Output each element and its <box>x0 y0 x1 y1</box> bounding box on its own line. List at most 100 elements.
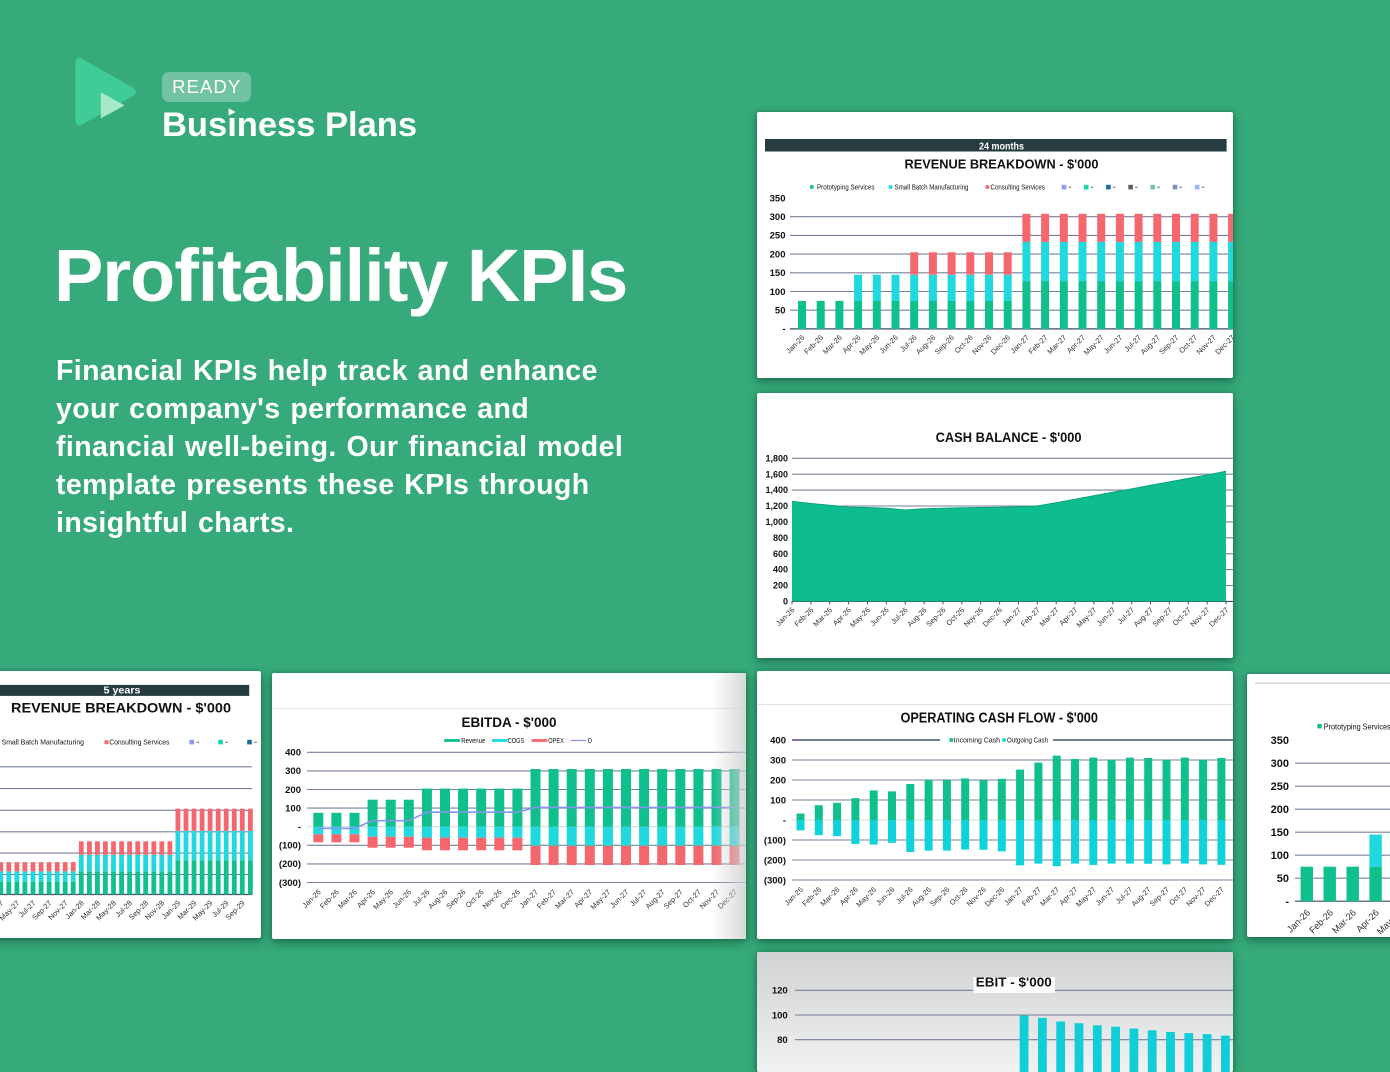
svg-text:Incoming Cash: Incoming Cash <box>954 738 1000 745</box>
svg-text:OPEX: OPEX <box>548 736 564 745</box>
svg-text:Sep-26: Sep-26 <box>924 605 947 628</box>
svg-text:250: 250 <box>770 231 786 242</box>
svg-text:Feb-26: Feb-26 <box>1307 907 1335 935</box>
svg-text:Aug-26: Aug-26 <box>910 885 933 908</box>
svg-text:May-27: May-27 <box>1082 333 1106 357</box>
svg-text:200: 200 <box>773 581 788 591</box>
svg-text:100: 100 <box>285 803 301 814</box>
svg-text:1,200: 1,200 <box>765 501 788 511</box>
svg-text:1,600: 1,600 <box>765 469 788 479</box>
svg-text:600: 600 <box>773 549 788 559</box>
svg-text:Sep-27: Sep-27 <box>661 887 684 910</box>
svg-text:400: 400 <box>770 735 786 746</box>
svg-text:5 years: 5 years <box>104 686 141 697</box>
svg-text:80: 80 <box>777 1035 788 1046</box>
svg-text:350: 350 <box>770 193 786 204</box>
svg-text:(200): (200) <box>764 855 786 866</box>
svg-text:Mar-27: Mar-27 <box>1038 605 1061 628</box>
svg-text:1,000: 1,000 <box>765 517 788 527</box>
svg-text:-: - <box>783 815 786 826</box>
svg-text:May-26: May-26 <box>848 605 872 629</box>
svg-text:Feb-27: Feb-27 <box>1027 333 1050 356</box>
svg-text:May-27: May-27 <box>1074 885 1098 909</box>
svg-text:Jan-26: Jan-26 <box>774 605 796 627</box>
svg-text:Nov-27: Nov-27 <box>1184 885 1207 908</box>
svg-text:100: 100 <box>770 287 786 298</box>
svg-text:300: 300 <box>285 766 301 777</box>
svg-text:100: 100 <box>1271 850 1289 862</box>
svg-text:350: 350 <box>1271 735 1289 747</box>
svg-text:Jun-26: Jun-26 <box>874 885 896 907</box>
svg-text:Dec-26: Dec-26 <box>498 887 521 910</box>
svg-text:CASH BALANCE - $'000: CASH BALANCE - $'000 <box>936 429 1082 445</box>
svg-text:1,400: 1,400 <box>765 485 788 495</box>
svg-text:120: 120 <box>772 986 788 997</box>
svg-text:-: - <box>1285 896 1289 908</box>
svg-text:Jun-26: Jun-26 <box>868 605 890 627</box>
svg-text:Dec-27: Dec-27 <box>1213 333 1233 356</box>
svg-text:800: 800 <box>773 533 788 543</box>
svg-text:400: 400 <box>773 565 788 575</box>
svg-text:(300): (300) <box>764 875 786 886</box>
svg-text:Sep-26: Sep-26 <box>444 887 467 910</box>
svg-text:300: 300 <box>1271 758 1289 770</box>
svg-text:Jan-26: Jan-26 <box>1285 907 1312 934</box>
svg-text:May-26: May-26 <box>371 887 395 911</box>
svg-text:200: 200 <box>770 775 786 786</box>
svg-text:Outgoing Cash: Outgoing Cash <box>1007 738 1048 745</box>
svg-text:Jan-27: Jan-27 <box>1000 605 1022 627</box>
svg-text:Sep-27: Sep-27 <box>1148 885 1171 908</box>
svg-text:Jun-27: Jun-27 <box>1102 333 1124 355</box>
svg-text:Mar-27: Mar-27 <box>1045 333 1068 356</box>
svg-text:Small Batch Manufacturing: Small Batch Manufacturing <box>2 738 84 747</box>
svg-text:Jun-26: Jun-26 <box>390 887 412 909</box>
svg-text:300: 300 <box>770 212 786 223</box>
svg-text:Nov-27: Nov-27 <box>1195 333 1218 356</box>
svg-text:Aug-27: Aug-27 <box>1132 605 1155 628</box>
svg-text:250: 250 <box>1271 781 1289 793</box>
svg-text:Mar-26: Mar-26 <box>819 885 842 908</box>
svg-text:-: - <box>782 324 785 335</box>
svg-text:50: 50 <box>775 306 786 317</box>
svg-text:200: 200 <box>285 784 301 795</box>
svg-text:Dec-27: Dec-27 <box>1203 885 1226 908</box>
svg-text:Feb-26: Feb-26 <box>317 887 340 910</box>
svg-text:Sep-26: Sep-26 <box>928 885 951 908</box>
svg-text:COGS: COGS <box>507 736 524 745</box>
svg-text:24 months: 24 months <box>979 140 1024 152</box>
svg-text:Nov-27: Nov-27 <box>1188 605 1211 628</box>
svg-text:May-27: May-27 <box>1075 605 1099 629</box>
svg-text:150: 150 <box>1271 827 1289 839</box>
svg-text:Sep-27: Sep-27 <box>1151 605 1174 628</box>
svg-text:Consulting Services: Consulting Services <box>109 738 169 747</box>
svg-text:Feb-27: Feb-27 <box>535 887 558 910</box>
svg-text:Jan-27: Jan-27 <box>1008 333 1030 355</box>
svg-text:May-26: May-26 <box>854 885 878 909</box>
svg-text:May-27: May-27 <box>588 887 612 911</box>
svg-text:150: 150 <box>770 268 786 279</box>
svg-text:Mar-27: Mar-27 <box>553 887 576 910</box>
svg-text:Mar-26: Mar-26 <box>821 333 844 356</box>
svg-text:200: 200 <box>770 249 786 260</box>
svg-text:200: 200 <box>1271 804 1289 816</box>
svg-text:Prototyping Services: Prototyping Services <box>1324 721 1390 731</box>
svg-text:REVENUE BREAKDOWN - $'000: REVENUE BREAKDOWN - $'000 <box>905 157 1099 172</box>
svg-text:Dec-26: Dec-26 <box>989 333 1012 356</box>
svg-text:Dec-27: Dec-27 <box>1207 605 1230 628</box>
svg-text:Jun-26: Jun-26 <box>878 333 900 355</box>
svg-text:EBIT - $'000: EBIT - $'000 <box>976 976 1052 990</box>
svg-text:(200): (200) <box>278 859 300 870</box>
svg-text:Dec-27: Dec-27 <box>715 887 738 910</box>
svg-text:100: 100 <box>770 795 786 806</box>
svg-text:Feb-26: Feb-26 <box>792 605 815 628</box>
svg-text:-: - <box>297 822 300 833</box>
svg-text:1,800: 1,800 <box>765 453 788 463</box>
svg-text:Sep-27: Sep-27 <box>1157 333 1180 356</box>
svg-text:Aug-27: Aug-27 <box>1129 885 1152 908</box>
svg-text:0: 0 <box>783 597 788 607</box>
svg-text:Jun-27: Jun-27 <box>608 887 630 909</box>
svg-text:Mar-26: Mar-26 <box>335 887 358 910</box>
svg-text:Mar-27: Mar-27 <box>1038 885 1061 908</box>
svg-text:Jan-26: Jan-26 <box>784 333 806 355</box>
svg-text:Aug-27: Aug-27 <box>1138 333 1161 356</box>
